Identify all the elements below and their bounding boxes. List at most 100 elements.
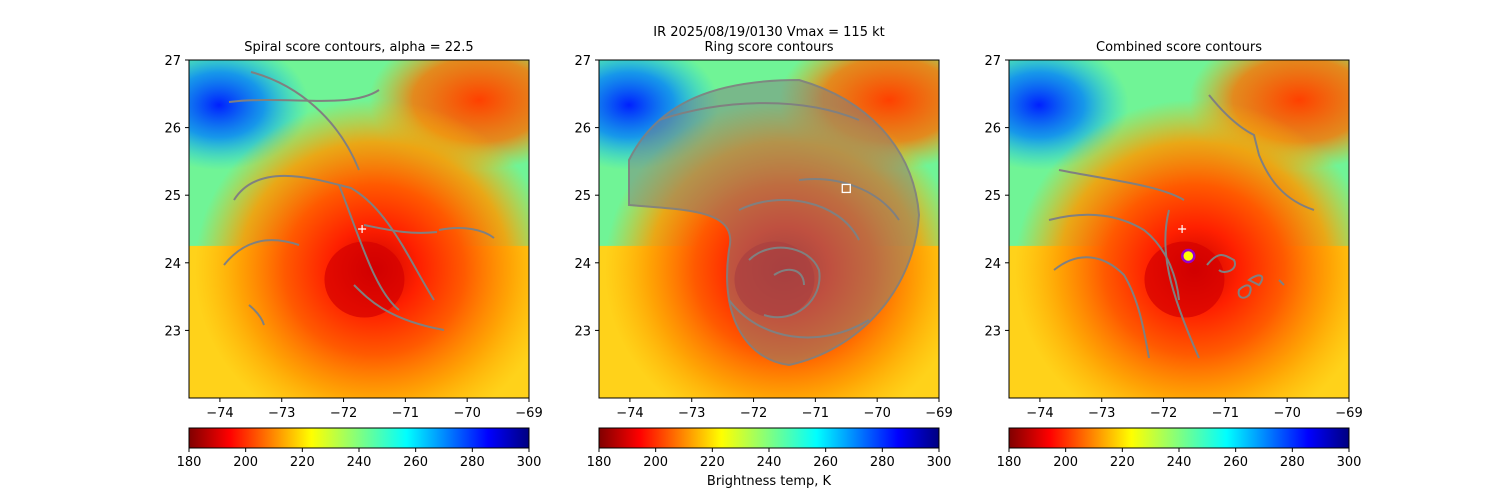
spiral-contour — [438, 227, 495, 239]
colorbar-tick-label: 200 — [643, 455, 668, 470]
combined-contour — [1278, 279, 1285, 286]
combined-contour — [1058, 169, 1185, 201]
axes-frame — [598, 59, 940, 399]
panels: Spiral score contours, alpha = 22.5 −74 −7… — [164, 40, 1362, 470]
ring-contour — [798, 178, 900, 221]
ir-imagery — [189, 60, 529, 398]
colorbar-gradient — [1008, 427, 1350, 449]
axes-frame — [1008, 59, 1350, 399]
spiral-contour — [248, 304, 265, 326]
ring-contour-field — [628, 78, 921, 367]
combined-contour — [1053, 256, 1150, 359]
x-tick-label: −71 — [392, 406, 419, 421]
colorbar-tick-label: 300 — [927, 455, 952, 470]
figure-title: IR 2025/08/19/0130 Vmax = 115 kt — [653, 25, 884, 40]
ring-contour-mass — [628, 78, 921, 367]
y-tick-label: 25 — [574, 189, 591, 204]
y-tick-label: 27 — [574, 54, 591, 69]
x-tick-label: −70 — [1273, 406, 1300, 421]
chart-panel-3: Combined score contours −74 −73 −72 −71 −70 −6… — [984, 40, 1362, 470]
colorbar-tick-label: 180 — [177, 455, 202, 470]
combined-contour — [1164, 209, 1200, 359]
y-tick-label: 25 — [164, 189, 181, 204]
colorbar-tick-label: 180 — [997, 455, 1022, 470]
x-tick-label: −71 — [802, 406, 829, 421]
spiral-contour — [363, 224, 438, 234]
colorbar-tick-label: 180 — [587, 455, 612, 470]
x-tick-label: −72 — [330, 406, 357, 421]
x-tick-label: −70 — [453, 406, 480, 421]
colorbar-tick-label: 280 — [460, 455, 485, 470]
colorbar-tick-label: 240 — [1167, 455, 1192, 470]
x-tick-label: −72 — [740, 406, 767, 421]
y-tick-label: 26 — [984, 122, 1001, 137]
combined-contour — [1206, 254, 1236, 273]
spiral-contour — [338, 184, 400, 311]
ring-contour — [728, 299, 870, 339]
score-contours — [1048, 94, 1315, 359]
colorbar-tick-label: 200 — [1053, 455, 1078, 470]
colorbar-gradient — [598, 427, 940, 449]
y-tick-label: 23 — [164, 324, 181, 339]
y-tick-label: 24 — [574, 257, 591, 272]
colorbar-tick-label: 260 — [813, 455, 838, 470]
spiral-contour — [353, 284, 445, 331]
y-tick-label: 23 — [574, 324, 591, 339]
x-tick-label: −69 — [515, 406, 542, 421]
y-tick-label: 24 — [984, 257, 1001, 272]
ring-max-square-marker — [841, 183, 851, 194]
colorbar: 180 200 220 240 260 280 300 — [587, 427, 952, 470]
colorbar-tick-label: 220 — [1110, 455, 1135, 470]
spiral-contour — [233, 175, 435, 301]
panel-title: Ring score contours — [704, 40, 833, 55]
colorbar-tick-label: 220 — [700, 455, 725, 470]
combined-contour — [1208, 94, 1315, 211]
chart-panel-1: Spiral score contours, alpha = 22.5 −74 −7… — [164, 40, 542, 470]
x-tick-label: −69 — [925, 406, 952, 421]
x-tick-label: −71 — [1212, 406, 1239, 421]
combined-contour — [1237, 284, 1252, 299]
ring-contour — [773, 268, 805, 286]
x-tick-label: −73 — [1088, 406, 1115, 421]
eyewall — [1144, 241, 1225, 318]
colorbar-label: Brightness temp, K — [707, 474, 832, 489]
colorbar-tick-label: 240 — [757, 455, 782, 470]
x-tick-label: −74 — [616, 406, 643, 421]
axes-frame — [188, 59, 530, 399]
score-contours — [628, 78, 921, 367]
x-tick-label: −70 — [863, 406, 890, 421]
center-plus-marker — [358, 225, 367, 233]
colorbar-tick-label: 280 — [1280, 455, 1305, 470]
colorbar-tick-label: 300 — [517, 455, 542, 470]
y-tick-label: 25 — [984, 189, 1001, 204]
colorbar: 180 200 220 240 260 280 300 — [177, 427, 542, 470]
y-tick-label: 23 — [984, 324, 1001, 339]
y-tick-label: 26 — [164, 122, 181, 137]
ring-contour — [658, 102, 860, 121]
colorbar-tick-label: 200 — [233, 455, 258, 470]
ir-imagery — [1009, 60, 1349, 398]
colorbar-tick-label: 280 — [870, 455, 895, 470]
y-tick-label: 27 — [164, 54, 181, 69]
x-tick-label: −72 — [1150, 406, 1177, 421]
x-tick-label: −69 — [1335, 406, 1362, 421]
spiral-contour — [223, 239, 300, 266]
x-tick-label: −73 — [678, 406, 705, 421]
y-tick-label: 27 — [984, 54, 1001, 69]
colorbar-tick-label: 260 — [1223, 455, 1248, 470]
score-contours — [223, 71, 495, 331]
spiral-contour — [250, 71, 360, 171]
colorbar: 180 200 220 240 260 280 300 — [997, 427, 1361, 470]
y-tick-label: 24 — [164, 257, 181, 272]
x-tick-label: −74 — [206, 406, 233, 421]
eyewall — [324, 241, 405, 318]
colorbar-tick-label: 240 — [347, 455, 372, 470]
ring-contour — [748, 246, 821, 319]
panel-title: Combined score contours — [1096, 40, 1262, 55]
panel-title: Spiral score contours, alpha = 22.5 — [244, 40, 473, 55]
x-tick-label: −74 — [1026, 406, 1053, 421]
colorbar-tick-label: 260 — [403, 455, 428, 470]
spiral-contour — [228, 89, 380, 103]
combined-center-circle-marker — [1181, 248, 1196, 264]
